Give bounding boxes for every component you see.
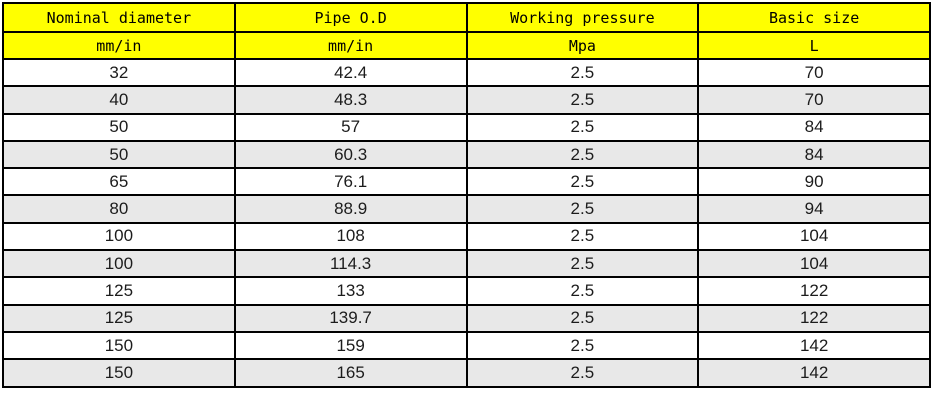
table-cell: 150 bbox=[2, 330, 236, 361]
column-unit-pipe-od: mm/in bbox=[233, 31, 468, 60]
table-row: 80 88.9 2.5 94 bbox=[2, 194, 931, 224]
table-cell: 139.7 bbox=[233, 303, 468, 333]
column-header-pipe-od: Pipe O.D bbox=[233, 2, 468, 33]
header-row-units: mm/in mm/in Mpa L bbox=[2, 31, 931, 60]
table-row: 100 114.3 2.5 104 bbox=[2, 249, 931, 279]
table-cell: 125 bbox=[2, 303, 236, 333]
table-cell: 142 bbox=[697, 330, 931, 361]
table-cell: 76.1 bbox=[233, 167, 468, 197]
table-cell: 70 bbox=[697, 85, 931, 115]
table-cell: 2.5 bbox=[465, 330, 700, 361]
table-cell: 84 bbox=[697, 112, 931, 142]
table-cell: 50 bbox=[2, 139, 236, 170]
table-row: 50 60.3 2.5 84 bbox=[2, 139, 931, 170]
table-cell: 2.5 bbox=[465, 57, 700, 88]
table-cell: 2.5 bbox=[465, 303, 700, 333]
table-cell: 40 bbox=[2, 85, 236, 115]
table-cell: 104 bbox=[697, 221, 931, 252]
table-row: 125 133 2.5 122 bbox=[2, 276, 931, 306]
table-cell: 70 bbox=[697, 57, 931, 88]
table-cell: 60.3 bbox=[233, 139, 468, 170]
table-cell: 2.5 bbox=[465, 194, 700, 224]
table-cell: 57 bbox=[233, 112, 468, 142]
table-cell: 2.5 bbox=[465, 358, 700, 388]
table-cell: 42.4 bbox=[233, 57, 468, 88]
table-cell: 133 bbox=[233, 276, 468, 306]
table-cell: 2.5 bbox=[465, 112, 700, 142]
table-cell: 88.9 bbox=[233, 194, 468, 224]
column-header-nominal-diameter: Nominal diameter bbox=[2, 2, 236, 33]
table-cell: 165 bbox=[233, 358, 468, 388]
table-cell: 125 bbox=[2, 276, 236, 306]
header-row-titles: Nominal diameter Pipe O.D Working pressu… bbox=[2, 2, 931, 33]
table-cell: 48.3 bbox=[233, 85, 468, 115]
table-cell: 32 bbox=[2, 57, 236, 88]
table-cell: 122 bbox=[697, 276, 931, 306]
table-cell: 159 bbox=[233, 330, 468, 361]
table-row: 32 42.4 2.5 70 bbox=[2, 57, 931, 88]
table-cell: 94 bbox=[697, 194, 931, 224]
table-cell: 100 bbox=[2, 249, 236, 279]
table-cell: 90 bbox=[697, 167, 931, 197]
table-cell: 2.5 bbox=[465, 249, 700, 279]
table-cell: 80 bbox=[2, 194, 236, 224]
table-cell: 2.5 bbox=[465, 139, 700, 170]
table-row: 150 165 2.5 142 bbox=[2, 358, 931, 388]
table-header: Nominal diameter Pipe O.D Working pressu… bbox=[2, 2, 931, 60]
table-cell: 150 bbox=[2, 358, 236, 388]
table-body: 32 42.4 2.5 70 40 48.3 2.5 70 50 57 2.5 … bbox=[2, 57, 931, 388]
table-row: 100 108 2.5 104 bbox=[2, 221, 931, 252]
table-cell: 104 bbox=[697, 249, 931, 279]
table-cell: 100 bbox=[2, 221, 236, 252]
column-unit-working-pressure: Mpa bbox=[465, 31, 700, 60]
column-header-basic-size: Basic size bbox=[697, 2, 931, 33]
column-header-working-pressure: Working pressure bbox=[465, 2, 700, 33]
table-cell: 50 bbox=[2, 112, 236, 142]
table-cell: 108 bbox=[233, 221, 468, 252]
table-cell: 142 bbox=[697, 358, 931, 388]
table-row: 65 76.1 2.5 90 bbox=[2, 167, 931, 197]
table-cell: 65 bbox=[2, 167, 236, 197]
column-unit-basic-size: L bbox=[697, 31, 931, 60]
column-unit-nominal-diameter: mm/in bbox=[2, 31, 236, 60]
pipe-specification-table: Nominal diameter Pipe O.D Working pressu… bbox=[2, 2, 931, 388]
table-cell: 114.3 bbox=[233, 249, 468, 279]
table-cell: 2.5 bbox=[465, 167, 700, 197]
table-cell: 2.5 bbox=[465, 85, 700, 115]
table-cell: 2.5 bbox=[465, 276, 700, 306]
table-cell: 2.5 bbox=[465, 221, 700, 252]
table-row: 50 57 2.5 84 bbox=[2, 112, 931, 142]
table-row: 150 159 2.5 142 bbox=[2, 330, 931, 361]
table-cell: 122 bbox=[697, 303, 931, 333]
table-row: 40 48.3 2.5 70 bbox=[2, 85, 931, 115]
table-row: 125 139.7 2.5 122 bbox=[2, 303, 931, 333]
table-cell: 84 bbox=[697, 139, 931, 170]
